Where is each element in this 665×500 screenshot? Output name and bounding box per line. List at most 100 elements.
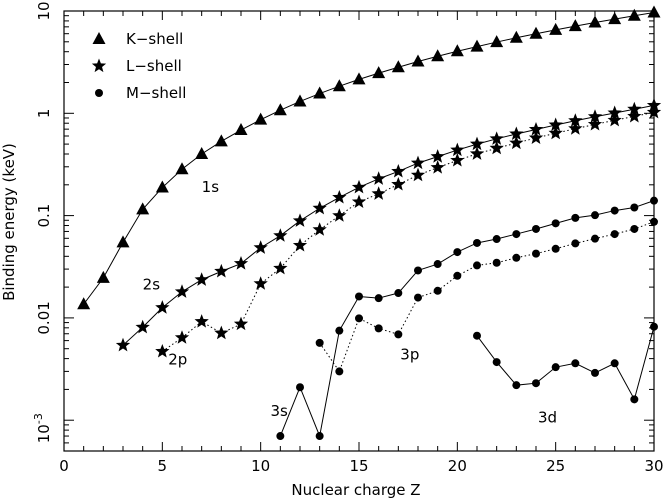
data-point-3s [532,224,540,233]
legend-marker-star [91,58,107,73]
data-point-2p [371,186,386,200]
data-point-2p [548,125,563,140]
data-point-3s [610,206,619,215]
data-point-1s [647,5,661,18]
data-point-1s [195,147,209,160]
data-point-3s [591,211,599,220]
data-point-2s [292,213,308,227]
data-point-3p [492,258,501,267]
data-point-3d [650,322,658,331]
data-point-1s [214,134,228,147]
axes: 0 5 10 15 20 25 30 10 1 0.1 0.01 10-3 [32,1,664,475]
series-line-3p [319,221,655,373]
legend-label: L−shell [126,57,182,75]
data-point-3p [473,261,481,270]
data-point-2p [528,130,544,145]
data-point-3p [335,367,344,376]
legend-label: M−shell [126,84,186,102]
data-point-1s [352,72,366,85]
data-point-2p [312,222,327,236]
data-point-3s [394,289,403,298]
data-point-1s [77,297,91,310]
data-point-1s [529,26,543,39]
data-point-2s [548,117,563,132]
data-point-2p [509,135,524,150]
data-point-3d [591,368,599,377]
data-point-2s [489,131,504,145]
data-point-1s [549,22,563,35]
data-markers [77,5,662,441]
data-point-1s [411,54,425,67]
data-point-3p [512,253,521,262]
data-point-1s [332,79,346,92]
data-point-2p [587,116,603,131]
data-point-3p [551,244,560,253]
x-tick-label: 0 [59,457,69,475]
data-point-1s [470,39,484,52]
data-point-3d [610,359,619,368]
orbital-label-2p: 2p [168,351,187,369]
data-point-3s [492,235,501,244]
data-point-2s [450,142,465,157]
data-point-3p [571,239,580,248]
series-line-2s [122,104,655,346]
data-point-1s [608,12,622,25]
data-point-2p [233,316,249,331]
orbital-label-1s: 1s [202,178,220,196]
data-point-2s [115,337,131,352]
data-point-1s [273,103,287,116]
data-point-1s [136,202,150,215]
data-point-2s [155,300,170,314]
data-point-3p [394,330,403,339]
data-point-2s [627,101,642,116]
data-point-1s [431,49,445,62]
data-point-2s [253,240,268,254]
data-point-3s [571,213,580,222]
data-point-2s [312,200,327,215]
data-point-3p [650,217,658,226]
data-point-3p [532,249,540,258]
data-point-3p [453,271,462,280]
data-point-3p [610,230,619,239]
data-point-3p [433,286,442,295]
data-point-2p [292,237,308,252]
data-point-3p [355,314,363,323]
data-point-1s [627,8,641,21]
data-point-2s [587,109,603,123]
data-point-2p [351,194,367,209]
data-point-2s [332,189,347,204]
x-tick-label: 30 [644,457,663,475]
data-point-3s [473,238,481,247]
y-tick-label: 0.1 [35,204,53,228]
y-axis-label: Binding energy (keV) [0,143,18,301]
data-point-3s [315,432,324,441]
data-point-2s [135,319,150,334]
data-point-3p [591,234,599,243]
data-point-1s [509,30,523,43]
data-point-3s [374,294,383,303]
data-point-2p [450,152,465,167]
orbital-label-2s: 2s [143,275,161,293]
data-point-3s [276,432,285,441]
series-line-3s [279,200,655,438]
data-point-3d [473,331,481,340]
x-axis-label: Nuclear charge Z [291,481,420,499]
data-point-2s [273,228,288,242]
data-point-2p [174,330,190,344]
series-line-2p [162,111,655,352]
data-point-2s [233,256,249,270]
data-point-2p [273,260,288,275]
orbital-label-3p: 3p [400,346,419,364]
data-point-1s [490,35,504,48]
data-point-3s [650,196,658,205]
data-point-2s [509,126,524,141]
x-tick-label: 25 [546,457,565,475]
legend: K−shell L−shell M−shell [91,30,186,102]
legend-marker-circle [95,89,103,97]
data-point-2p [646,104,662,119]
y-tick-label: 1 [35,109,53,119]
data-point-2s [371,171,386,185]
data-point-3d [571,359,580,368]
data-point-2s [607,105,622,120]
data-point-2s [214,263,229,278]
